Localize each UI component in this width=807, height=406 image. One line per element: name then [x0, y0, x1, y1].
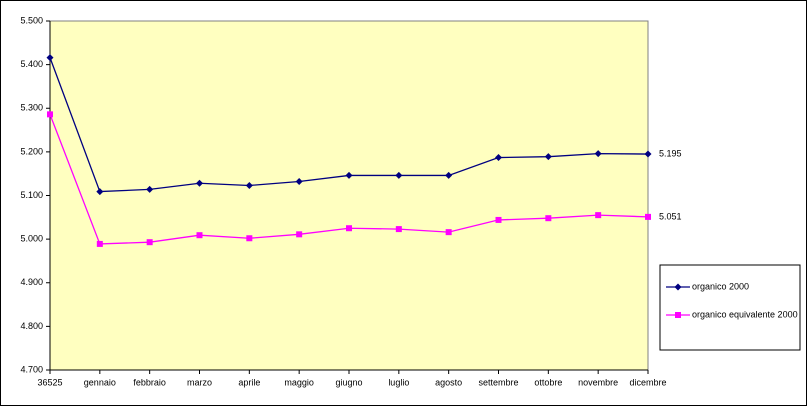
x-tick-label: ottobre: [534, 377, 562, 387]
x-tick-label: luglio: [388, 377, 409, 387]
point: [675, 312, 681, 318]
point: [645, 213, 651, 220]
x-tick-label: dicembre: [629, 377, 666, 387]
y-tick-label: 5.200: [20, 146, 43, 156]
y-tick-label: 5.300: [20, 103, 43, 113]
y-tick-label: 4.900: [20, 277, 43, 287]
point: [96, 240, 103, 247]
x-tick-label: febbraio: [133, 377, 166, 387]
point: [495, 154, 502, 162]
point: [595, 212, 602, 219]
plot-area: [49, 20, 649, 371]
point: [644, 150, 652, 158]
point: [545, 215, 552, 222]
point: [445, 229, 452, 236]
data-label: 5.195: [659, 148, 682, 158]
y-tick-label: 4.700: [20, 364, 43, 374]
point: [345, 171, 353, 179]
x-tick-label: marzo: [187, 377, 212, 387]
point: [245, 181, 253, 189]
data-label: 5.051: [659, 211, 682, 221]
point: [196, 232, 203, 239]
point: [146, 239, 153, 246]
point: [594, 150, 602, 158]
point: [196, 179, 203, 187]
point: [445, 171, 453, 179]
x-tick-label: settembre: [478, 377, 518, 387]
x-tick-label: novembre: [578, 377, 618, 387]
y-tick-label: 4.800: [20, 321, 43, 331]
y-tick-label: 5.400: [20, 59, 43, 69]
point: [46, 54, 54, 62]
point: [96, 188, 104, 196]
x-tick-label: maggio: [284, 377, 314, 387]
point: [295, 178, 303, 186]
y-tick-label: 5.100: [20, 190, 43, 200]
point: [395, 226, 402, 233]
point: [47, 111, 53, 118]
x-tick-label: giugno: [335, 377, 362, 387]
point: [346, 225, 352, 232]
y-tick-label: 5.500: [20, 15, 43, 25]
x-tick-label: aprile: [238, 377, 260, 387]
legend-box: [659, 264, 801, 351]
legend-label: organico equivalente 2000: [692, 309, 798, 319]
x-tick-label: 36525: [37, 377, 62, 387]
point: [296, 231, 303, 238]
point: [395, 171, 403, 179]
point: [246, 235, 253, 242]
point: [146, 185, 154, 193]
point: [674, 283, 682, 291]
x-tick-label: agosto: [435, 377, 462, 387]
x-tick-label: gennaio: [84, 377, 116, 387]
legend-label: organico 2000: [692, 281, 749, 291]
point: [544, 153, 552, 161]
point: [495, 216, 502, 223]
y-tick-label: 5.000: [20, 234, 43, 244]
